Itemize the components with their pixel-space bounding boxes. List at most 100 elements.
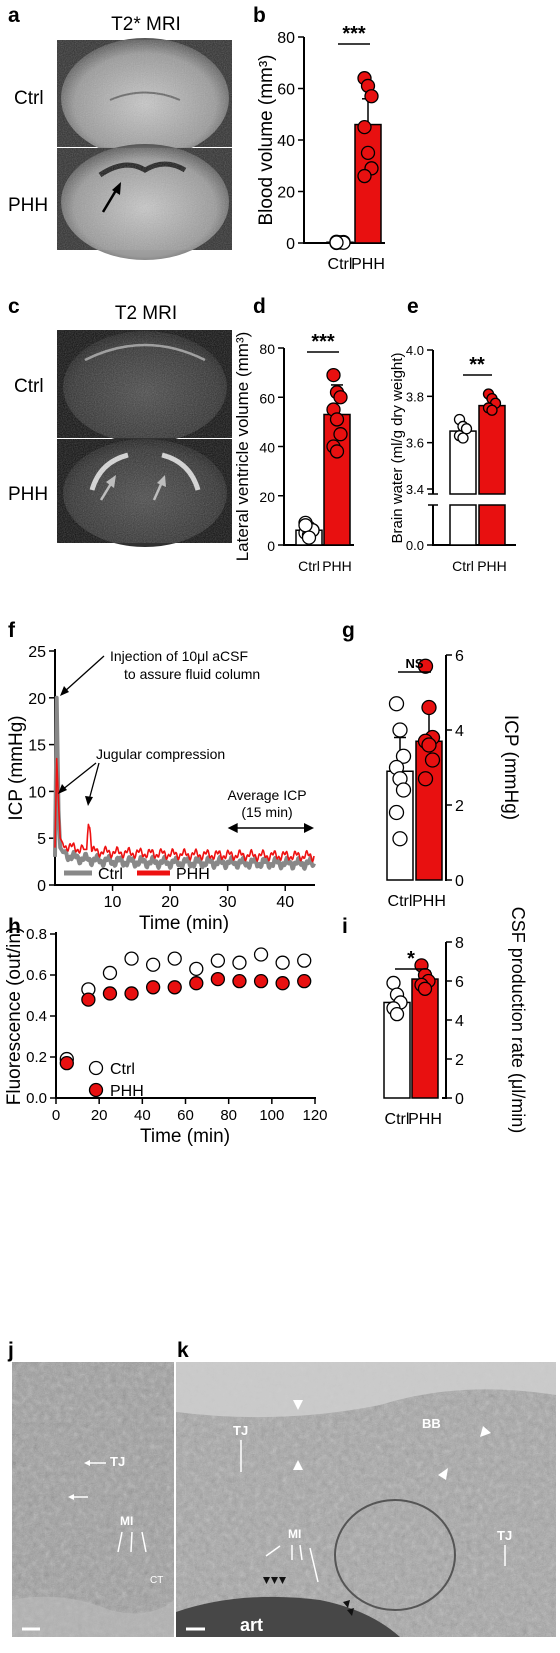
panel-letter-g: g (342, 619, 355, 642)
em-k-label-art: art (240, 1615, 263, 1635)
legend-ctrl-label: Ctrl (110, 1061, 135, 1078)
significance-label: *** (311, 331, 335, 353)
data-point (417, 771, 434, 787)
chart-e-brain-water: 0.0 3.4 3.6 3.8 4.0 Ctrl PHH ** Brain water (ml/… (389, 343, 516, 574)
mri-c-title: T2 MRI (115, 303, 177, 324)
mri-a-row-phh: PHH (8, 195, 48, 216)
y-tick-label: 6 (455, 974, 464, 991)
x-tick-label: PHH (351, 256, 385, 273)
em-j-label-mi: MI (120, 1514, 133, 1528)
y-tick-label: 40 (277, 133, 295, 150)
average-window-arrowhead (227, 823, 238, 833)
em-j-label-tj: TJ (110, 1454, 125, 1469)
data-point (392, 831, 408, 847)
significance-label: NS (405, 656, 423, 671)
data-point-ctrl (232, 955, 247, 970)
annotation-injection-1: Injection of 10μl aCSF (110, 648, 248, 664)
nucleus (334, 1499, 456, 1611)
y-tick-label: 60 (277, 82, 295, 99)
data-point (421, 699, 437, 716)
data-point-phh (145, 980, 161, 995)
y-tick-label: 40 (259, 440, 275, 456)
data-point-ctrl (145, 957, 161, 972)
data-point (329, 412, 345, 427)
data-point-phh (253, 974, 269, 989)
y-axis-label: Brain water (ml/g dry weight) (389, 353, 406, 544)
chart-h-fluorescence: 0.0 0.2 0.4 0.6 0.8 0 20 40 60 80 100 120 Time (min)… (4, 926, 328, 1147)
y-tick-label: 3.4 (406, 482, 424, 497)
legend-phh-marker (88, 1082, 104, 1098)
legend-phh-label: PHH (176, 866, 210, 883)
x-tick-label: PHH (412, 893, 446, 910)
em-k-label-tj1: TJ (233, 1423, 248, 1438)
data-point (395, 748, 412, 764)
data-point (326, 367, 341, 383)
data-point-phh (210, 971, 226, 987)
data-point-ctrl (275, 955, 290, 970)
data-point-ctrl (253, 947, 269, 962)
bar-phh-lower (478, 504, 506, 546)
x-tick-label: Ctrl (298, 558, 320, 574)
legend-phh-label: PHH (110, 1083, 144, 1100)
annotation-arrowhead (85, 796, 93, 806)
y-tick-label: 0.0 (26, 1090, 47, 1107)
y-axis-label: Blood volume (mm³) (256, 54, 277, 225)
y-axis-label: Lateral ventricle volume (mm³) (233, 332, 252, 562)
data-point (417, 658, 434, 674)
em-panel-k: TJ BB MI TJ art (176, 1362, 556, 1637)
data-point-phh (297, 974, 312, 989)
mri-panel-a: T2* MRI Ctrl PHH (8, 14, 232, 260)
data-point (357, 168, 372, 184)
annotation-jugular: Jugular compression (96, 746, 225, 762)
chart-g-icp-bars: 0 2 4 6 Ctrl PHH NS ICP (mmHg) (386, 648, 521, 910)
panel-letter-c: c (8, 295, 20, 318)
y-tick-label: 4 (455, 1013, 464, 1030)
artery (176, 1596, 400, 1637)
y-tick-label: 4.0 (406, 343, 424, 358)
bar-ctrl-lower (449, 504, 477, 546)
x-tick-label: Ctrl (385, 1111, 410, 1128)
em-panel-j: TJ MI CT (12, 1362, 174, 1637)
y-tick-label: 20 (259, 489, 275, 505)
trace-phh (54, 757, 315, 863)
annotation-arrow (61, 762, 97, 791)
bar-phh-upper (478, 404, 506, 495)
y-tick-label: 0.6 (26, 967, 47, 984)
x-tick-label: Ctrl (452, 558, 474, 574)
x-tick-label: 20 (91, 1107, 108, 1124)
data-point-phh (102, 986, 118, 1001)
significance-label: * (407, 948, 415, 970)
y-tick-label: 6 (455, 648, 464, 665)
y-tick-label: 0 (267, 538, 275, 554)
data-point-phh (124, 986, 139, 1001)
em-k-label-tj2: TJ (497, 1528, 512, 1543)
y-tick-label: 10 (28, 784, 46, 801)
average-window-arrowhead (304, 823, 314, 833)
em-k-label-mi: MI (288, 1527, 301, 1541)
data-point (360, 145, 376, 161)
y-tick-label: 80 (277, 30, 295, 47)
panel-letter-f: f (8, 619, 16, 642)
data-point (386, 975, 401, 991)
em-j-label-ct: CT (150, 1575, 163, 1586)
data-point (421, 737, 437, 753)
y-tick-label: 2 (455, 798, 464, 815)
panel-letter-j: j (7, 1339, 14, 1362)
data-point (392, 722, 408, 738)
y-tick-label: 0.0 (406, 538, 424, 553)
data-point (329, 444, 345, 459)
panel-letter-k: k (177, 1339, 189, 1362)
annotation-average-2: (15 min) (241, 804, 292, 820)
data-point-ctrl (189, 961, 204, 976)
data-point-ctrl (124, 951, 139, 966)
annotation-injection-2: to assure fluid column (124, 666, 260, 682)
bar-phh (354, 123, 382, 244)
data-point (486, 404, 498, 416)
data-point-phh (81, 992, 96, 1007)
data-point (298, 518, 313, 533)
data-point-phh (59, 1056, 74, 1071)
y-tick-label: 0 (37, 878, 46, 895)
y-tick-label: 20 (277, 185, 295, 202)
